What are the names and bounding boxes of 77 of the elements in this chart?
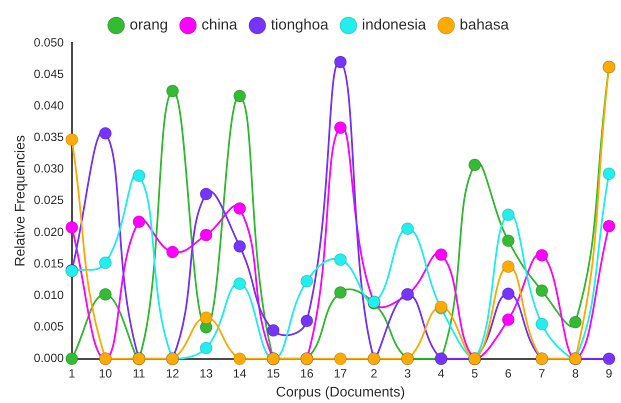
point	[401, 222, 414, 236]
legend-label: tionghoa	[270, 16, 330, 34]
point	[334, 55, 347, 68]
point	[233, 352, 246, 366]
point	[300, 274, 314, 288]
point	[200, 187, 213, 200]
point	[233, 240, 246, 253]
x-axis-title: Corpus (Documents)	[276, 383, 405, 400]
point	[65, 220, 78, 234]
point	[233, 202, 246, 215]
point	[132, 169, 146, 182]
y-tick-label: 0.000	[34, 351, 64, 366]
x-tick-label: 2	[370, 366, 378, 380]
point	[334, 352, 347, 366]
point	[200, 311, 213, 324]
legend-label: china	[202, 16, 238, 34]
point	[602, 352, 616, 366]
x-tick-label: 7	[538, 366, 546, 380]
point	[535, 248, 548, 262]
y-tick-label: 0.040	[34, 98, 64, 112]
point	[502, 234, 515, 248]
point	[568, 316, 582, 329]
point	[200, 228, 213, 242]
y-tick-label: 0.020	[34, 224, 64, 239]
point	[166, 246, 180, 259]
point	[98, 126, 112, 140]
point	[266, 324, 280, 337]
x-tick-label: 17	[334, 366, 348, 380]
x-tick-label: 3	[404, 366, 412, 380]
y-tick-label: 0.045	[34, 66, 64, 81]
x-tick-label: 9	[606, 366, 613, 380]
x-tick-label: 8	[572, 366, 580, 380]
y-tick-label: 0.035	[34, 130, 64, 144]
point	[334, 121, 347, 134]
point	[434, 248, 448, 262]
point	[98, 256, 112, 270]
x-tick-label: 14	[233, 366, 247, 380]
point	[334, 286, 347, 299]
x-tick-label: 12	[166, 366, 180, 380]
point	[334, 253, 347, 266]
point	[468, 158, 482, 172]
point	[233, 277, 246, 290]
y-tick-label: 0.005	[34, 320, 64, 334]
point	[233, 90, 246, 103]
x-tick-label: 15	[266, 366, 280, 380]
point	[166, 84, 180, 98]
point	[602, 167, 616, 180]
point	[502, 260, 515, 274]
y-axis-title: Relative Frequencies	[11, 135, 28, 267]
point	[502, 208, 515, 222]
x-tick-label: 13	[199, 366, 214, 380]
point	[200, 342, 213, 355]
point	[98, 288, 112, 301]
legend-label: orang	[130, 16, 168, 34]
y-tick-label: 0.010	[34, 288, 64, 302]
x-tick-label: 5	[471, 366, 478, 380]
point	[502, 287, 515, 300]
point	[132, 215, 146, 228]
x-tick-label: 11	[132, 366, 146, 380]
x-tick-label: 10	[98, 366, 112, 380]
x-tick-label: 4	[438, 366, 445, 380]
y-tick-label: 0.050	[34, 35, 64, 50]
y-tick-label: 0.025	[34, 193, 64, 208]
x-tick-label: 16	[300, 366, 314, 380]
point	[65, 352, 78, 366]
point	[502, 313, 515, 326]
point	[535, 318, 548, 331]
x-tick-label: 1	[68, 366, 76, 380]
y-tick-label: 0.030	[34, 162, 64, 176]
y-tick-label: 0.015	[34, 256, 64, 270]
point	[535, 284, 548, 298]
point	[300, 314, 314, 328]
legend-label: indonesia	[362, 16, 427, 34]
point	[65, 133, 78, 146]
legend-label: bahasa	[460, 16, 510, 34]
x-tick-label: 6	[504, 366, 512, 380]
point	[602, 220, 616, 233]
